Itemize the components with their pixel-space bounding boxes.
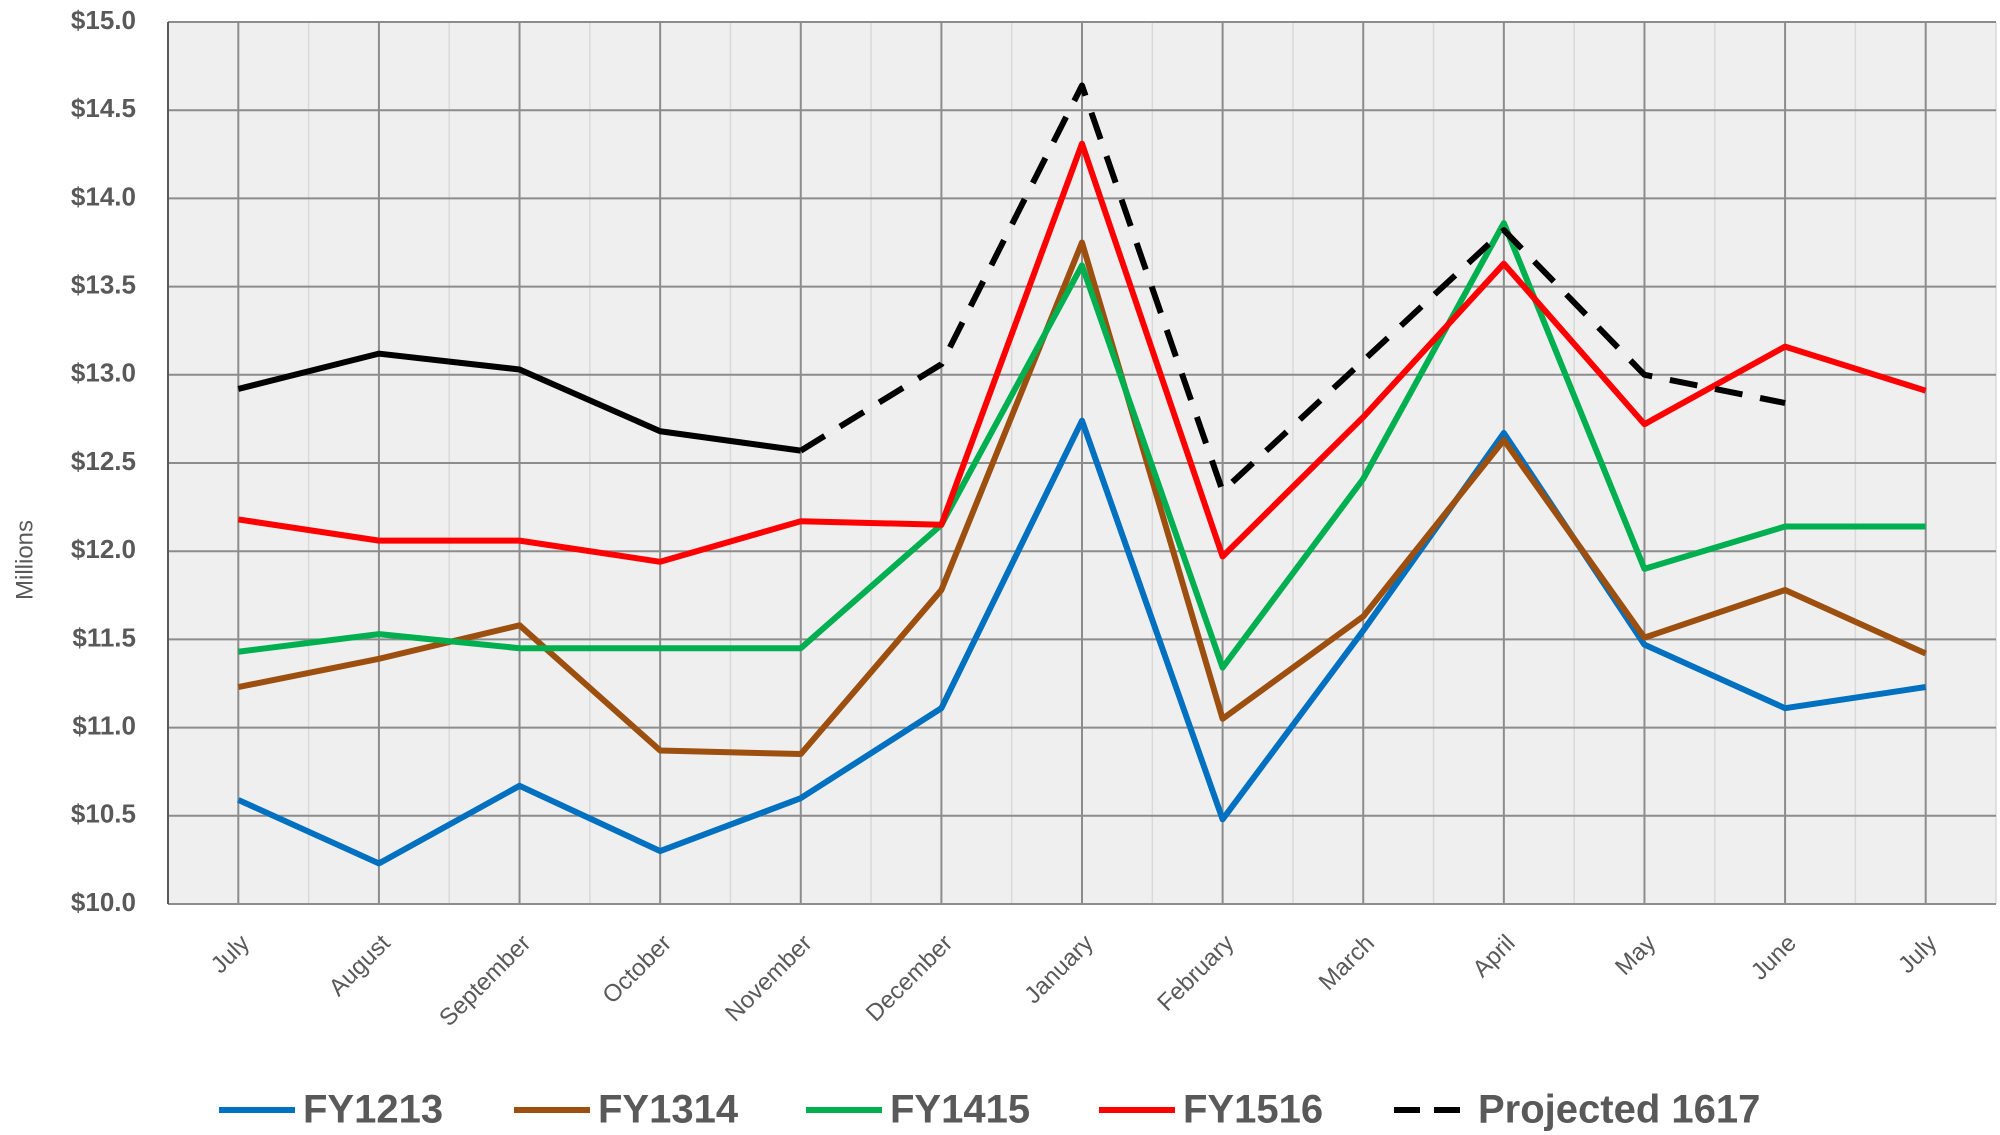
y-tick-label: $12.5 xyxy=(71,446,136,476)
x-tick-label: October xyxy=(597,930,676,1009)
legend-label: FY1415 xyxy=(890,1088,1030,1132)
y-axis-label: Millions xyxy=(11,520,38,600)
y-tick-label: $14.5 xyxy=(71,93,136,123)
y-tick-label: $14.0 xyxy=(71,181,136,211)
series-line xyxy=(237,417,1927,867)
series-line xyxy=(237,220,1926,671)
legend-label: Projected 1617 xyxy=(1478,1088,1760,1132)
x-tick-label: May xyxy=(1610,930,1661,981)
legend-label: FY1314 xyxy=(598,1088,739,1132)
y-tick-label: $15.0 xyxy=(71,5,136,35)
y-tick-label: $13.0 xyxy=(71,358,136,388)
x-tick-label: July xyxy=(1893,930,1942,979)
series-line xyxy=(237,239,1927,758)
y-tick-label: $11.0 xyxy=(72,710,136,740)
y-tick-label: $10.5 xyxy=(71,799,136,829)
x-tick-label: February xyxy=(1152,930,1239,1017)
x-tick-label: December xyxy=(861,930,958,1027)
series-line xyxy=(237,350,802,454)
x-tick-label: August xyxy=(324,929,396,1001)
series-line xyxy=(237,140,1927,565)
x-tick-label: July xyxy=(206,930,255,979)
y-tick-label: $10.0 xyxy=(71,887,136,917)
legend-label: FY1213 xyxy=(303,1088,443,1132)
x-tick-label: April xyxy=(1468,930,1521,983)
x-tick-label: March xyxy=(1314,930,1380,996)
y-tick-label: $13.5 xyxy=(71,269,136,299)
legend-label: FY1516 xyxy=(1183,1088,1323,1132)
x-tick-label: January xyxy=(1019,930,1098,1009)
x-tick-label: November xyxy=(720,930,817,1027)
y-tick-label: $11.5 xyxy=(72,622,136,652)
y-tick-label: $12.0 xyxy=(71,534,136,564)
x-tick-label: September xyxy=(434,930,536,1032)
x-tick-label: June xyxy=(1746,930,1802,986)
